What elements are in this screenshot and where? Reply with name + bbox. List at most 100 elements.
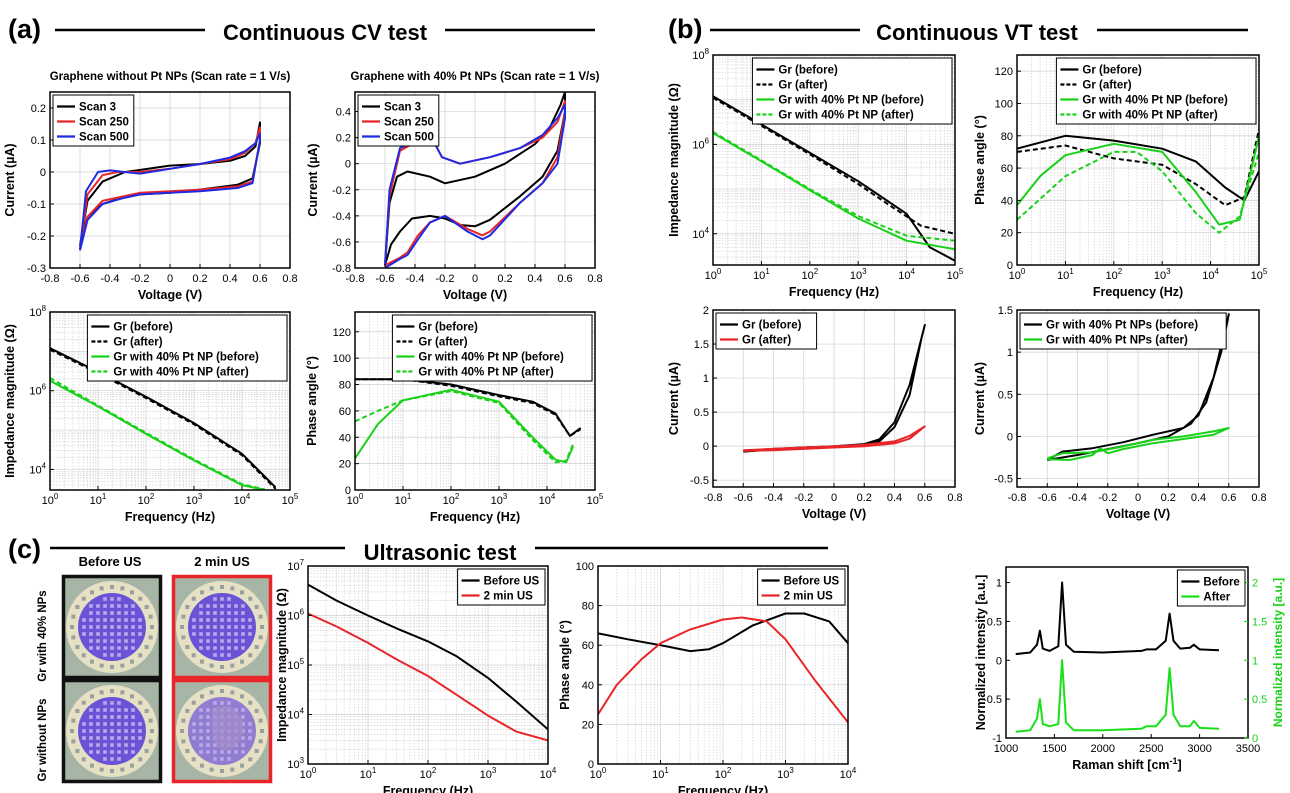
chart-vt_pt: -0.8 -0.6 -0.4 -0.2 0 0.2 0.4 0.6 0.8 -0.5 0 0.5 1 1.… xyxy=(973,305,1267,521)
series-line-4 xyxy=(1017,150,1259,234)
photo-grid: Before US 2 min US Gr with 40% NPs Gr wi… xyxy=(37,554,273,784)
chart-legend: Gr (before) Gr (after) Gr with 40% Pt NP (… xyxy=(1055,57,1257,125)
x-tick-label: 0 xyxy=(472,273,478,285)
x-tick-label: 0.4 xyxy=(527,273,542,285)
y-tick-label: 1 xyxy=(703,373,709,385)
legend-entry: Gr (after) xyxy=(778,80,827,92)
legend-entry: Gr with 40% Pt NP (after) xyxy=(418,367,553,379)
x-tick-label: 102 xyxy=(138,492,155,507)
x-axis-label: Frequency (Hz) xyxy=(430,510,520,524)
plot-frame xyxy=(1005,566,1249,739)
legend-entry: Gr with 40% Pt NPs (before) xyxy=(1046,320,1198,332)
y-tick-label: 60 xyxy=(339,406,351,418)
chart-raman: 1000 1500 2000 2500 3000 3500 -1 -0.5 0 0.5 1 0 0.5 1… xyxy=(974,566,1285,772)
x-tick-label: 101 xyxy=(1057,267,1074,282)
legend-entry: Scan 250 xyxy=(384,117,434,129)
x-tick-label: -0.6 xyxy=(71,273,90,285)
x-tick-label: 0.8 xyxy=(282,273,297,285)
legend-entry: Gr with 40% Pt NP (before) xyxy=(778,95,924,107)
y-tick-label: 1.5 xyxy=(998,305,1013,317)
y-tick-label: 100 xyxy=(576,561,594,573)
y-tick-label: 0.5 xyxy=(694,407,709,419)
series-line-3 xyxy=(79,132,261,251)
legend-entry: Scan 3 xyxy=(384,102,421,114)
y-tick-label: 105 xyxy=(287,657,304,672)
legend-entry: 2 min US xyxy=(484,591,534,603)
photo-col-label-after: 2 min US xyxy=(194,554,250,569)
legend-entry: Gr with 40% Pt NP (before) xyxy=(418,352,564,364)
y-tick-label: 1.5 xyxy=(694,339,709,351)
x-tick-label: 3000 xyxy=(1187,743,1211,755)
legend-entry: Scan 250 xyxy=(79,117,129,129)
x-tick-label: 105 xyxy=(947,267,964,282)
plot-frame xyxy=(49,311,291,491)
y-tick-label: 0.5 xyxy=(987,616,1002,628)
x-tick-label: 0.2 xyxy=(192,273,207,285)
x-tick-label: 2500 xyxy=(1139,743,1163,755)
x-tick-label: 102 xyxy=(715,766,732,781)
series-line-3 xyxy=(355,388,575,464)
chart-grid xyxy=(307,566,548,765)
x-tick-label: 100 xyxy=(347,492,364,507)
y-tick-label: 0 xyxy=(996,655,1002,667)
x-tick-label: 103 xyxy=(480,766,497,781)
x-tick-label: 0 xyxy=(831,492,837,504)
y-axis-label: Current (µA) xyxy=(973,362,987,435)
y-tick-label: 0.5 xyxy=(998,389,1013,401)
y-tick-label: -0.2 xyxy=(332,185,351,197)
x-tick-label: 101 xyxy=(753,267,770,282)
y-tick-label: 0 xyxy=(345,485,351,497)
y-right-tick-label: 0.5 xyxy=(1252,694,1267,706)
x-tick-label: -0.2 xyxy=(794,492,813,504)
chart-title: Graphene with 40% Pt NPs (Scan rate = 1 … xyxy=(351,71,600,83)
x-tick-label: 104 xyxy=(1202,267,1219,282)
section-b-label: (b) xyxy=(668,14,702,44)
x-tick-label: 100 xyxy=(42,492,59,507)
y-tick-label: 1 xyxy=(996,578,1002,590)
chart-legend: Gr (before) Gr (after) Gr with 40% Pt NP (… xyxy=(86,314,288,382)
x-axis-label: Voltage (V) xyxy=(802,507,866,521)
x-tick-label: -0.6 xyxy=(376,273,395,285)
y-tick-label: -0.2 xyxy=(27,231,46,243)
chart-legend: Before US 2 min US xyxy=(457,568,546,606)
photo-after-nopt xyxy=(171,678,273,784)
chart-legend: Gr (before) Gr (after) Gr with 40% Pt NP (… xyxy=(751,57,953,125)
y-tick-label: 120 xyxy=(995,66,1013,78)
photo-col-label-before: Before US xyxy=(79,554,142,569)
y-tick-label: 0 xyxy=(1007,260,1013,272)
x-tick-label: 100 xyxy=(300,766,317,781)
series-line-1 xyxy=(308,583,548,731)
legend-entry: Scan 500 xyxy=(79,132,129,144)
y-tick-label: 40 xyxy=(339,432,351,444)
series-line-2 xyxy=(713,96,955,235)
series-line-2 xyxy=(1015,659,1220,733)
y-tick-label: 0 xyxy=(588,759,594,771)
chart-legend: Before After xyxy=(1176,569,1246,607)
y-axis-label: Phase angle (°) xyxy=(558,620,572,710)
legend-entry: Gr (before) xyxy=(1082,65,1142,77)
y-tick-label: -0.5 xyxy=(983,694,1002,706)
series-line-4 xyxy=(713,131,955,242)
y-axis-label: Impedance magnitude (Ω) xyxy=(667,83,681,237)
x-tick-label: 103 xyxy=(1154,267,1171,282)
y-tick-label: 100 xyxy=(333,353,351,365)
series-line-3 xyxy=(713,132,955,251)
y-axis-label: Impedance magnitude (Ω) xyxy=(3,324,17,478)
x-axis-label: Voltage (V) xyxy=(443,288,507,302)
photo-after-pt xyxy=(171,574,273,680)
chart-phase_cv: 100 101 102 103 104 105 0 20 40 60 80 100 120 Frequen… xyxy=(305,311,604,524)
y-axis-label: Impedance magnitude (Ω) xyxy=(275,588,289,742)
x-tick-label: 102 xyxy=(1105,267,1122,282)
y-tick-label: 80 xyxy=(1001,131,1013,143)
series-line-2 xyxy=(308,612,548,742)
x-tick-label: 0.8 xyxy=(1251,492,1266,504)
series-line-2 xyxy=(1046,427,1230,461)
y-tick-label: 0 xyxy=(1007,431,1013,443)
x-tick-label: -0.8 xyxy=(704,492,723,504)
y-tick-label: 108 xyxy=(692,47,709,62)
y-tick-label: 0.2 xyxy=(336,133,351,145)
x-tick-label: 0.4 xyxy=(1191,492,1206,504)
chart-imp_vt: 100 101 102 103 104 105 104 106 108 Frequency (Hz… xyxy=(667,47,964,299)
section-c-title: Ultrasonic test xyxy=(364,540,517,565)
y-right-tick-label: 0 xyxy=(1252,733,1258,745)
